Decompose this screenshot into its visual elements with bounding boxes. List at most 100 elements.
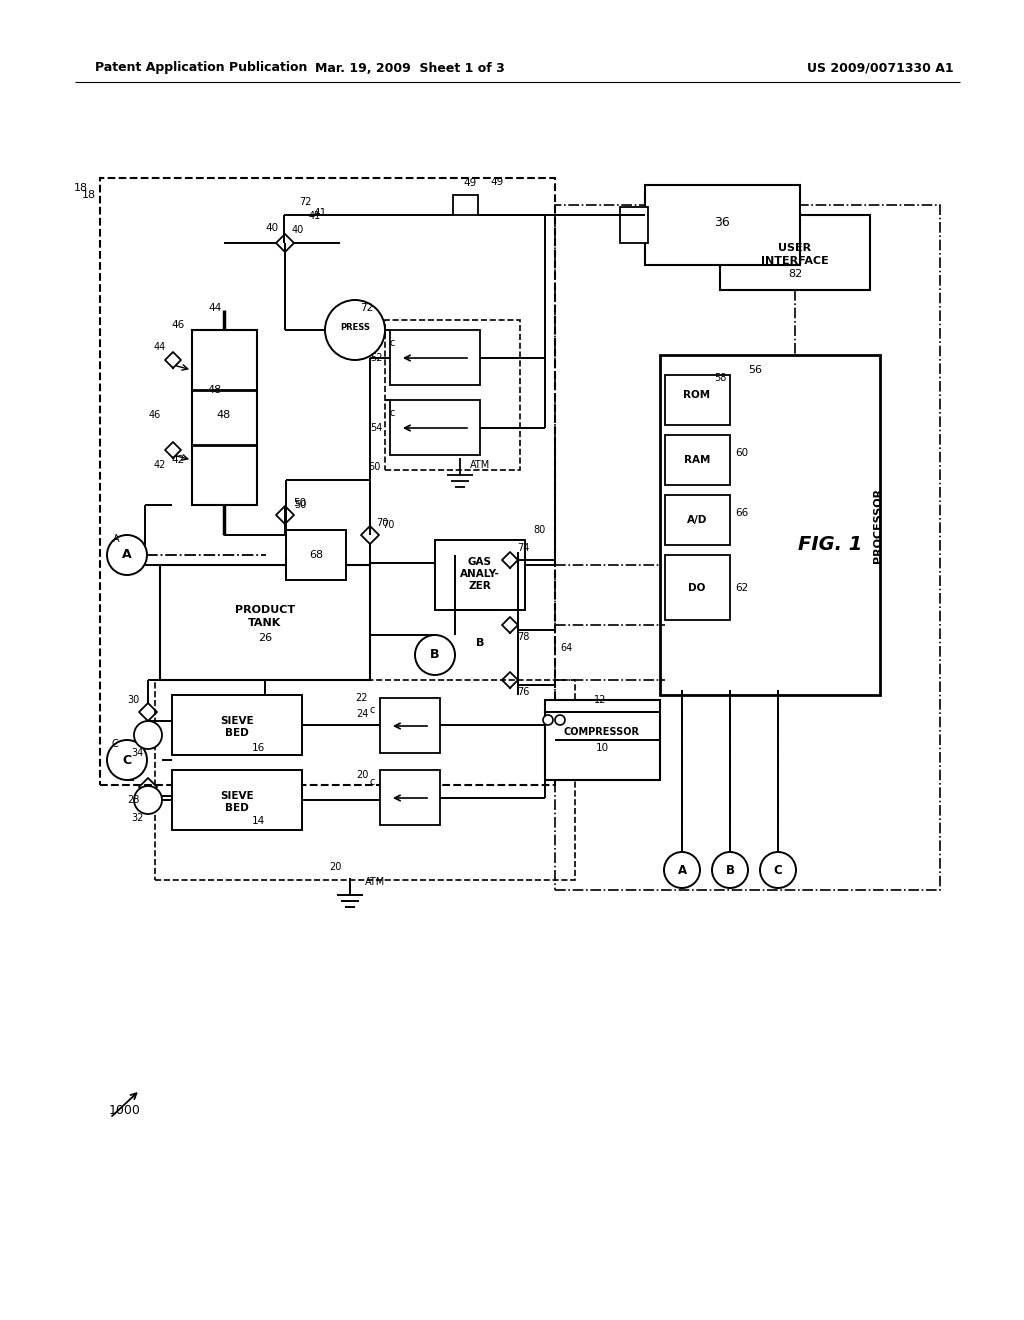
Text: SIEVE: SIEVE bbox=[220, 715, 254, 726]
Bar bbox=[545, 700, 660, 780]
Circle shape bbox=[106, 535, 147, 576]
Bar bbox=[380, 770, 440, 825]
Text: A: A bbox=[122, 549, 132, 561]
Bar bbox=[390, 330, 480, 385]
Text: 42: 42 bbox=[171, 455, 184, 465]
Text: 50: 50 bbox=[294, 500, 306, 510]
Text: 82: 82 bbox=[787, 269, 802, 279]
Text: 42: 42 bbox=[154, 459, 166, 470]
Circle shape bbox=[712, 851, 748, 888]
Text: B: B bbox=[430, 648, 439, 661]
Text: 58: 58 bbox=[714, 374, 726, 383]
Text: 24: 24 bbox=[355, 709, 369, 719]
Text: B: B bbox=[476, 638, 484, 648]
Text: 1000: 1000 bbox=[110, 1104, 141, 1117]
Circle shape bbox=[415, 635, 455, 675]
Text: 26: 26 bbox=[258, 634, 272, 643]
Text: A: A bbox=[113, 535, 120, 544]
Text: 64: 64 bbox=[560, 643, 572, 653]
Text: Patent Application Publication: Patent Application Publication bbox=[95, 62, 307, 74]
Text: Mar. 19, 2009  Sheet 1 of 3: Mar. 19, 2009 Sheet 1 of 3 bbox=[315, 62, 505, 74]
Text: 49: 49 bbox=[464, 178, 476, 187]
Text: 72: 72 bbox=[299, 197, 311, 207]
Text: 49: 49 bbox=[490, 177, 504, 187]
Text: 30: 30 bbox=[127, 696, 139, 705]
Text: RAM: RAM bbox=[684, 455, 711, 465]
Text: c: c bbox=[390, 408, 395, 418]
Bar bbox=[645, 185, 800, 265]
Text: 70: 70 bbox=[382, 520, 394, 531]
Bar bbox=[665, 495, 730, 545]
Text: 60: 60 bbox=[735, 447, 749, 458]
Bar bbox=[172, 770, 302, 830]
Circle shape bbox=[664, 851, 700, 888]
Text: GAS: GAS bbox=[468, 557, 492, 568]
Circle shape bbox=[555, 715, 565, 725]
Text: 46: 46 bbox=[148, 411, 161, 420]
Text: 48: 48 bbox=[208, 385, 222, 395]
Text: 48: 48 bbox=[217, 411, 231, 420]
Text: 32: 32 bbox=[131, 813, 143, 822]
Text: 52: 52 bbox=[371, 352, 383, 363]
Text: SIEVE: SIEVE bbox=[220, 791, 254, 801]
Text: 56: 56 bbox=[748, 366, 762, 375]
Text: 41: 41 bbox=[309, 211, 322, 220]
Text: 68: 68 bbox=[309, 550, 323, 560]
Bar bbox=[100, 178, 555, 785]
Text: COMPRESSOR: COMPRESSOR bbox=[564, 727, 640, 737]
Bar bbox=[620, 207, 648, 243]
Circle shape bbox=[543, 715, 553, 725]
Bar bbox=[665, 375, 730, 425]
Text: 28: 28 bbox=[127, 795, 139, 805]
Text: A: A bbox=[678, 863, 686, 876]
Text: DO: DO bbox=[688, 583, 706, 593]
Text: 74: 74 bbox=[517, 543, 529, 553]
Text: 22: 22 bbox=[355, 693, 369, 704]
Text: 16: 16 bbox=[251, 743, 264, 752]
Bar bbox=[555, 205, 940, 890]
Text: c: c bbox=[370, 777, 375, 787]
Circle shape bbox=[760, 851, 796, 888]
Text: ROM: ROM bbox=[683, 389, 711, 400]
Text: B: B bbox=[725, 863, 734, 876]
Text: c: c bbox=[390, 338, 395, 348]
Bar bbox=[390, 400, 480, 455]
Circle shape bbox=[325, 300, 385, 360]
Text: 50: 50 bbox=[294, 498, 306, 508]
Text: BED: BED bbox=[225, 729, 249, 738]
Bar bbox=[193, 330, 257, 506]
Text: 20: 20 bbox=[355, 770, 369, 780]
Text: A/D: A/D bbox=[687, 515, 708, 525]
Text: USER: USER bbox=[778, 243, 812, 253]
Text: 80: 80 bbox=[534, 525, 546, 535]
Text: ATM: ATM bbox=[365, 876, 385, 887]
Text: c: c bbox=[370, 705, 375, 715]
Text: 46: 46 bbox=[171, 319, 184, 330]
Text: 50: 50 bbox=[368, 462, 380, 473]
Circle shape bbox=[134, 785, 162, 814]
Text: TANK: TANK bbox=[249, 618, 282, 628]
Text: 18: 18 bbox=[74, 183, 88, 193]
Bar bbox=[660, 355, 880, 696]
Text: 40: 40 bbox=[265, 223, 279, 234]
Text: 76: 76 bbox=[517, 686, 529, 697]
Text: 54: 54 bbox=[371, 422, 383, 433]
Text: US 2009/0071330 A1: US 2009/0071330 A1 bbox=[807, 62, 953, 74]
Text: 72: 72 bbox=[360, 304, 374, 313]
Bar bbox=[720, 215, 870, 290]
Text: 18: 18 bbox=[82, 190, 96, 201]
Text: ZER: ZER bbox=[469, 581, 492, 591]
Text: 40: 40 bbox=[292, 224, 304, 235]
Text: PRESS: PRESS bbox=[340, 323, 370, 333]
Bar bbox=[665, 554, 730, 620]
Text: 66: 66 bbox=[735, 508, 749, 517]
Text: FIG. 1: FIG. 1 bbox=[798, 536, 862, 554]
Text: INTERFACE: INTERFACE bbox=[761, 256, 828, 267]
Circle shape bbox=[134, 721, 162, 748]
Text: 70: 70 bbox=[376, 517, 388, 528]
Text: 34: 34 bbox=[131, 748, 143, 758]
Text: 44: 44 bbox=[208, 304, 221, 313]
Bar bbox=[155, 680, 575, 880]
Text: ANALY-: ANALY- bbox=[460, 569, 500, 579]
Text: BED: BED bbox=[225, 803, 249, 813]
